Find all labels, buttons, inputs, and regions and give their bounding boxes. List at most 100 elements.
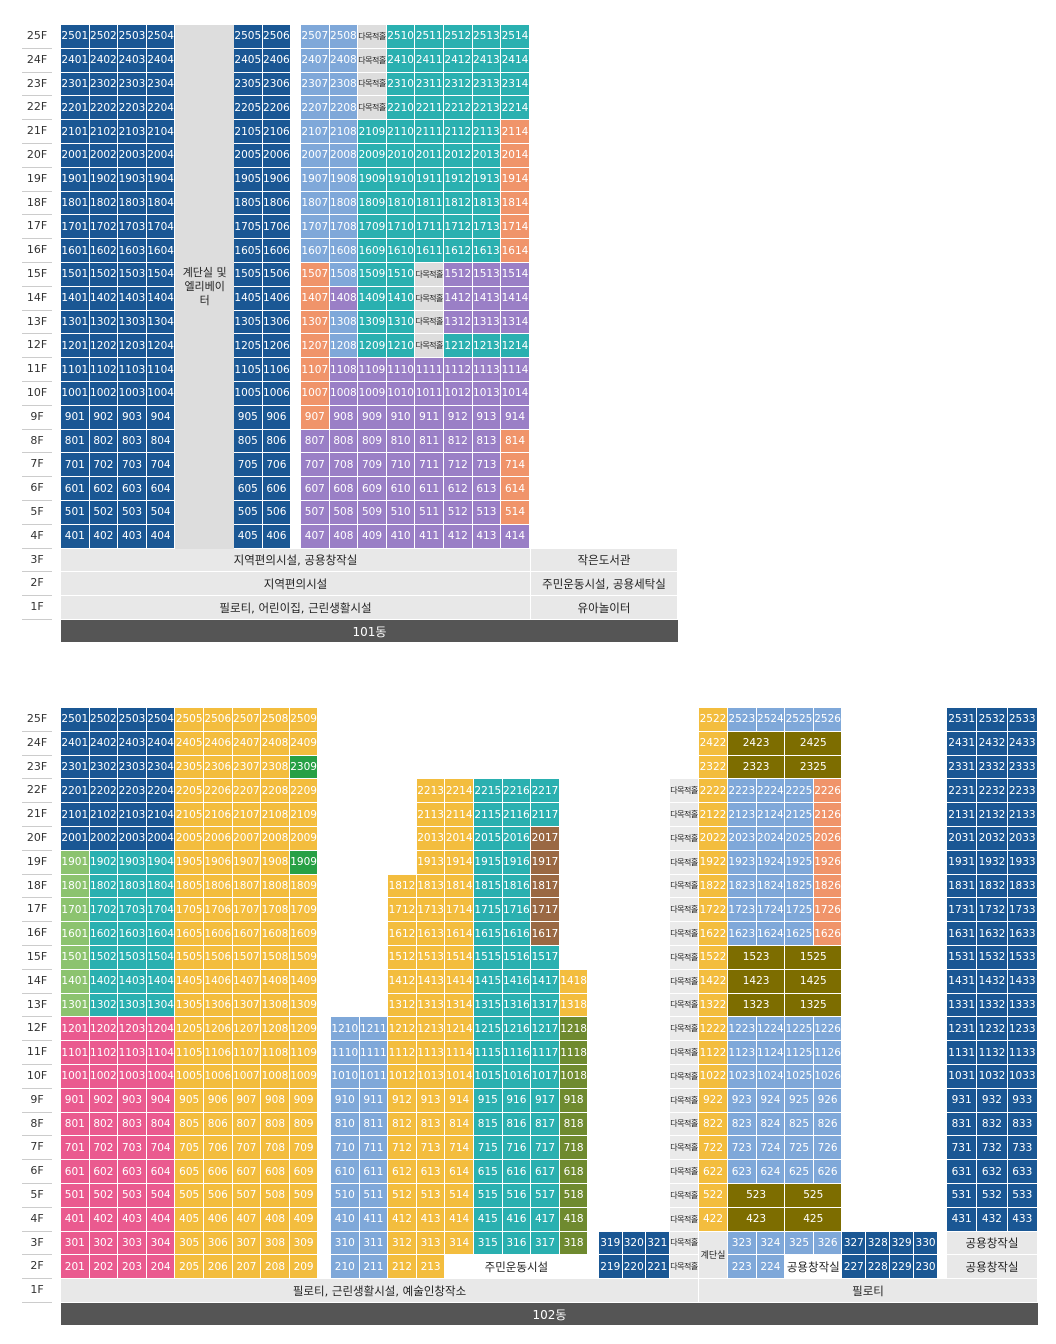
unit: 711 [359,1136,389,1161]
unit: 2115 [474,803,503,827]
unit: 1208 [329,334,359,359]
floor-label: 19F [22,851,52,875]
unit: 1810 [386,191,416,216]
unit: 706 [262,453,292,478]
unit: 405 [234,524,263,549]
unit: 825 [785,1112,814,1137]
unit: 1909 [289,850,319,875]
unit: 726 [813,1136,843,1161]
unit: 2402 [89,48,119,73]
unit: 901 [61,1088,90,1113]
unit: 2209 [289,779,319,804]
unit: 1412 [388,969,417,994]
unit: 2524 [756,708,786,732]
unit: 304 [146,1231,176,1256]
unit: 416 [502,1207,532,1232]
unit: 1515 [474,946,503,970]
multipurpose-hall: 다목적홀 [670,779,699,804]
unit: 824 [756,1112,786,1137]
unit: 1115 [474,1041,503,1065]
floor-label: 22F [22,779,52,804]
unit: 1111 [415,358,444,382]
unit: 1701 [61,898,90,923]
unit: 623 [728,1160,757,1184]
unit: 622 [699,1160,728,1184]
unit: 2104 [146,803,176,827]
unit: 917 [531,1088,560,1113]
unit: 1703 [118,898,147,923]
unit: 1607 [301,239,330,263]
unit: 229 [890,1255,915,1280]
floor-label: 7F [22,453,52,478]
unit: 503 [118,501,147,525]
unit: 1414 [445,969,474,994]
unit: 1026 [813,1065,843,1089]
multipurpose-hall: 다목적홀 [670,803,699,827]
unit: 813 [416,1112,446,1137]
unit: 1704 [146,898,176,923]
unit: 1502 [89,946,119,970]
unit: 510 [386,501,416,525]
unit: 317 [531,1231,560,1256]
unit: 712 [388,1136,417,1161]
unit: 2309 [289,755,319,780]
unit: 2009 [289,827,319,851]
unit: 2113 [416,803,446,827]
unit: 1109 [289,1041,319,1065]
unit: 2004 [146,827,176,851]
unit: 418 [559,1207,589,1232]
unit: 709 [289,1136,319,1161]
unit: 1610 [386,239,416,263]
unit: 813 [472,429,502,454]
unit: 2409 [289,731,319,756]
unit: 315 [474,1231,503,1256]
unit: 2305 [234,72,263,97]
multipurpose-hall: 다목적홀 [415,334,444,359]
unit: 404 [146,1207,176,1232]
floor-label: 11F [22,358,52,382]
unit: 504 [146,1184,176,1208]
unit: 612 [388,1160,417,1184]
unit: 633 [1007,1160,1038,1184]
unit: 624 [756,1160,786,1184]
unit: 1210 [386,334,416,359]
unit: 1407 [301,286,330,311]
unit: 705 [175,1136,204,1161]
unit: 516 [502,1184,532,1208]
unit: 807 [301,429,330,454]
unit: 1707 [232,898,262,923]
unit: 1407 [232,969,262,994]
unit: 323 [728,1231,757,1256]
unit: 1126 [813,1041,843,1065]
unit: 1112 [444,358,473,382]
unit: 2013 [472,144,502,168]
unit: 717 [531,1136,560,1161]
unit: 2532 [977,708,1008,732]
unit: 509 [289,1184,319,1208]
unit: 2526 [813,708,843,732]
unit: 1204 [146,1017,176,1042]
floor-label: 24F [22,732,52,756]
unit: 707 [301,453,330,478]
unit: 1212 [444,334,473,359]
unit: 2510 [386,25,416,49]
unit: 1306 [262,310,292,335]
unit: 1711 [415,215,444,240]
unit: 1323 [728,993,786,1018]
unit: 310 [331,1231,360,1256]
unit: 2109 [358,120,387,144]
unit: 2114 [445,803,474,827]
unit: 815 [474,1112,503,1137]
unit: 812 [444,429,473,454]
floor-label: 1F [22,1279,52,1303]
unit: 2231 [947,779,978,804]
unit: 2001 [61,144,90,168]
unit: 507 [232,1184,262,1208]
unit: 2414 [501,48,530,73]
unit: 1833 [1007,874,1038,899]
unit: 903 [118,405,147,430]
unit: 714 [445,1136,474,1161]
unit: 2410 [386,48,416,73]
unit: 1309 [358,310,387,335]
unit: 1211 [359,1017,389,1042]
